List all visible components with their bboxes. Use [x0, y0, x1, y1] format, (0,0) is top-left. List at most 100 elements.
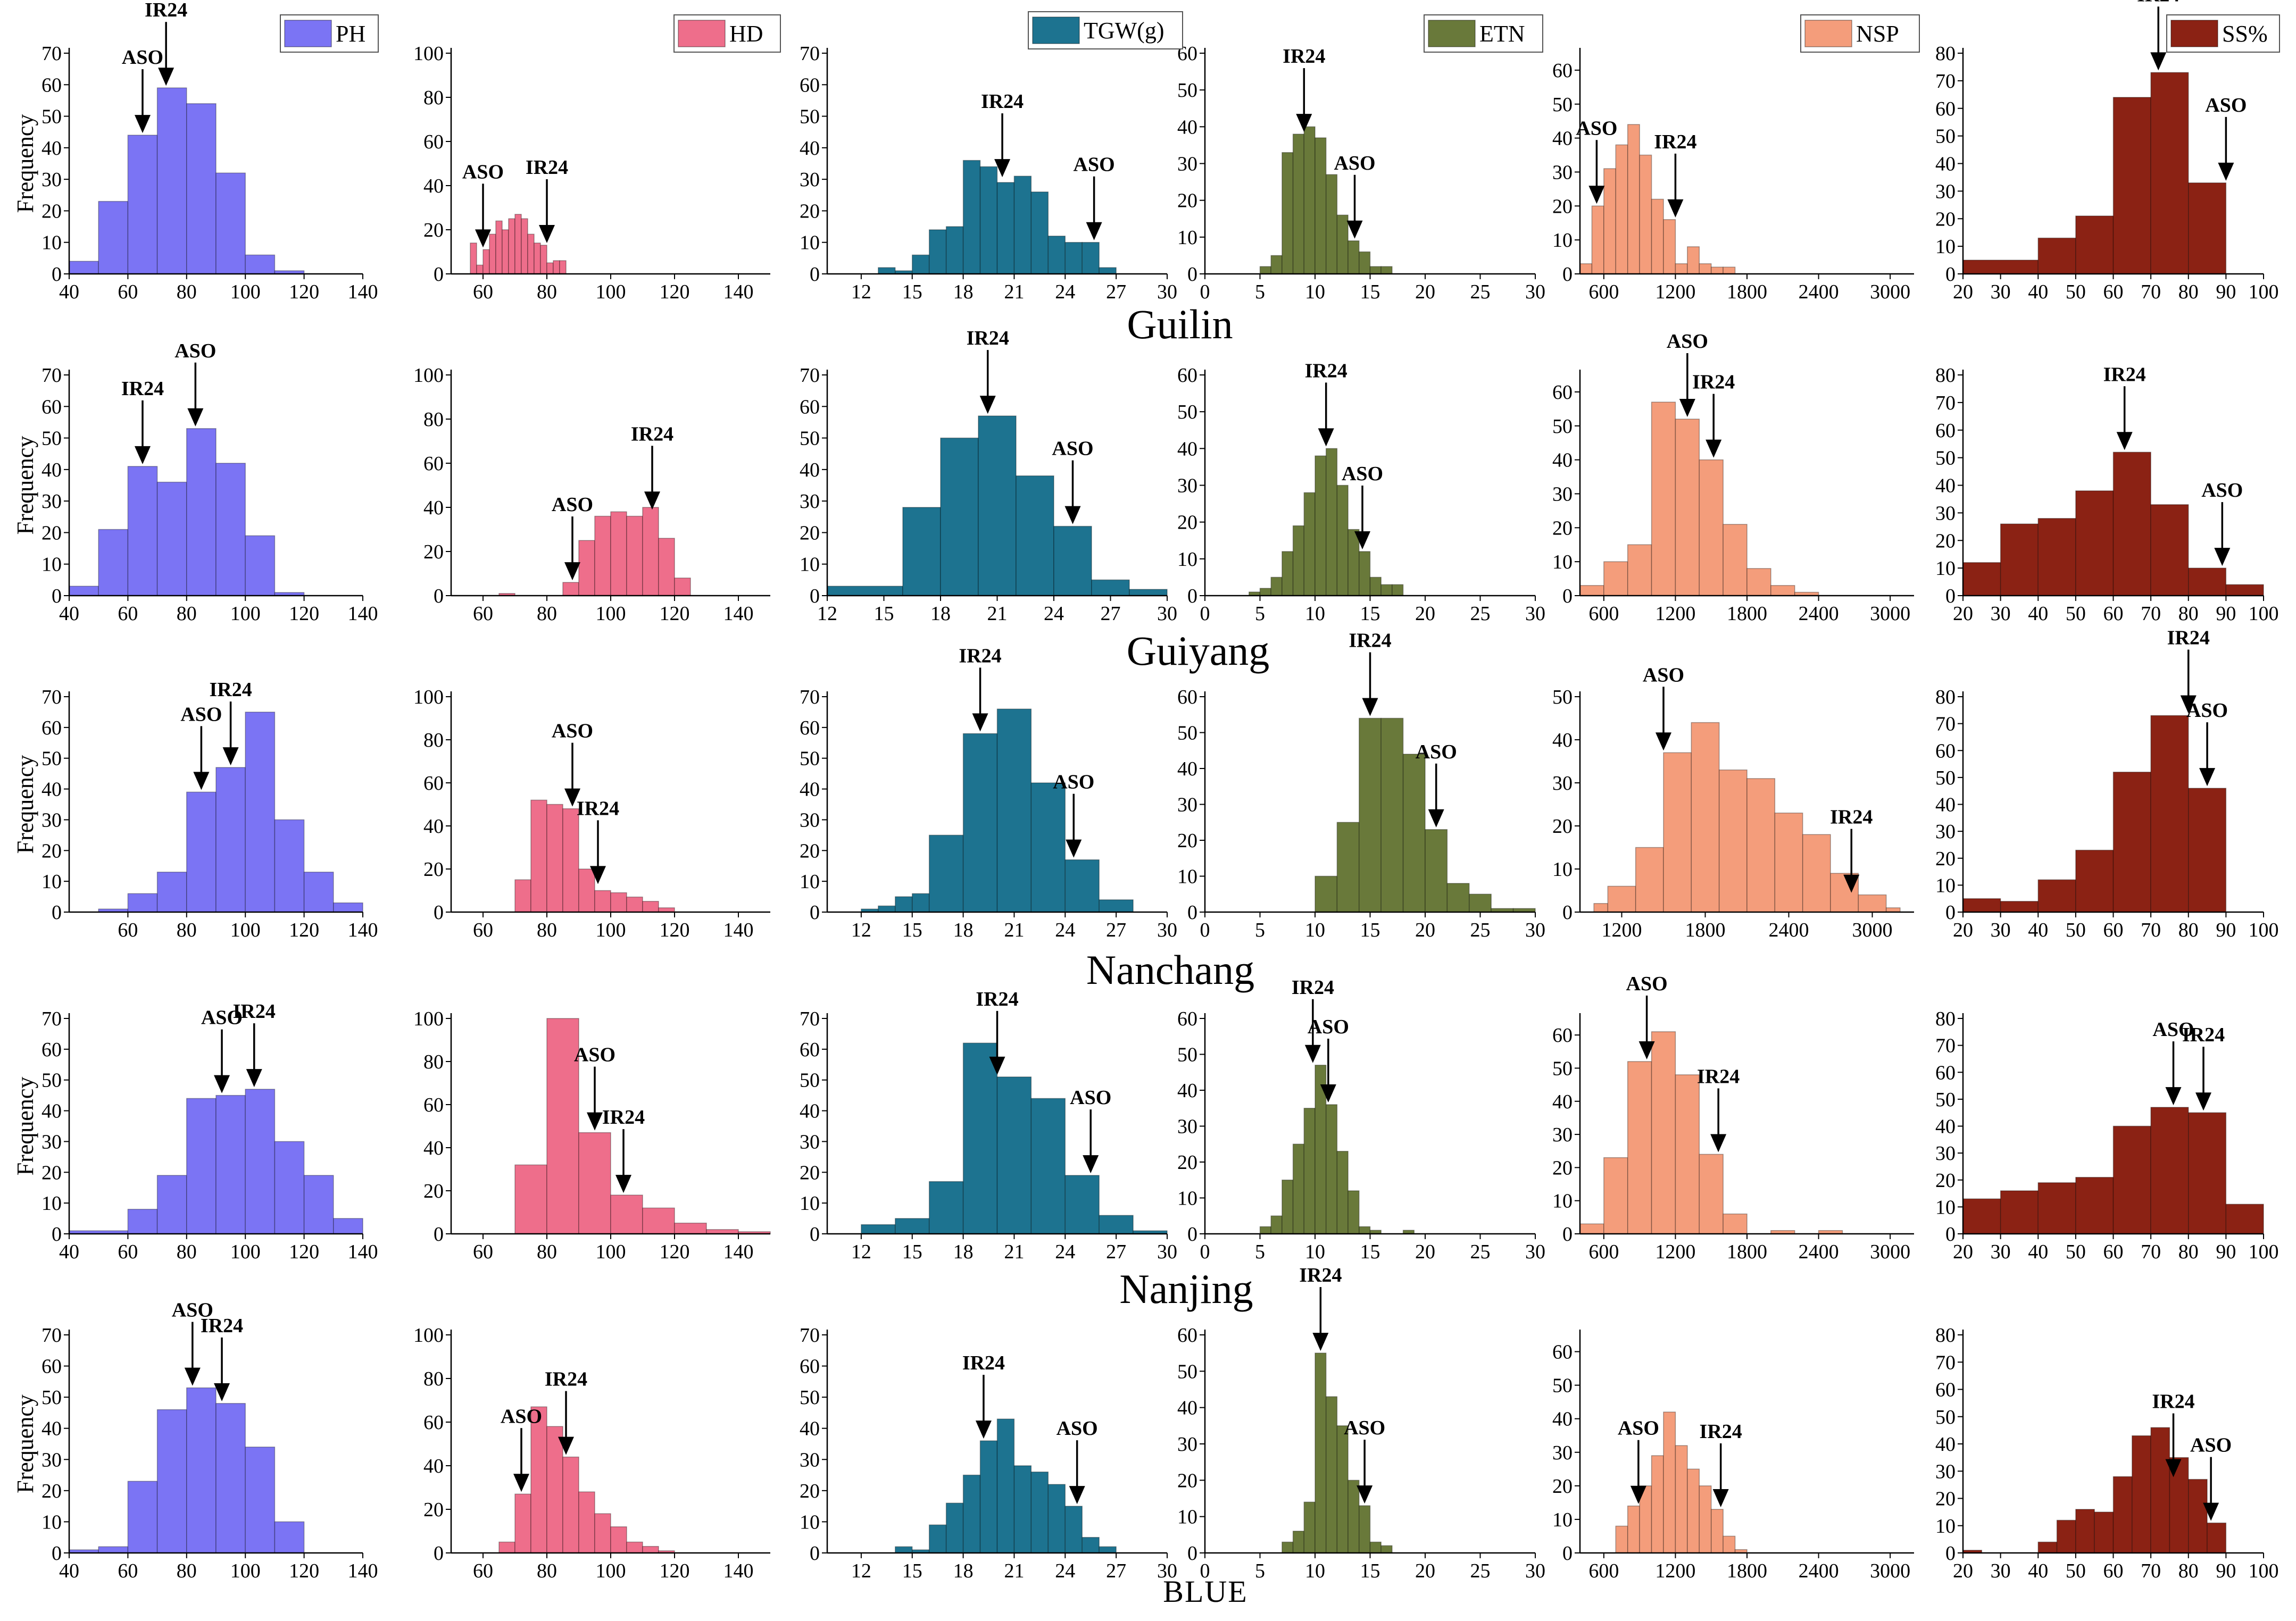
annotation-label: IR24 [526, 156, 568, 179]
annotation-label: IR24 [2103, 363, 2146, 386]
y-tick-label: 10 [1935, 1515, 1956, 1538]
x-tick-label: 10 [1305, 281, 1325, 303]
annotation-arrow-head [1638, 1041, 1655, 1059]
histogram-bar [610, 892, 627, 913]
annotation-aso: ASO [122, 46, 163, 133]
annotation-arrow-head [2203, 1502, 2219, 1521]
location-title-nanjing: Nanjing [1119, 1266, 1253, 1312]
y-tick-label: 50 [41, 1069, 62, 1092]
y-tick-label: 40 [800, 1418, 820, 1440]
histogram-bar [1699, 459, 1724, 596]
histogram-ph-row-5: 0 10 20 30 40 50 60 70 40 60 80 100 120 140 Frequency A… [12, 1299, 378, 1582]
histogram-bar [546, 262, 554, 274]
y-tick-label: 50 [800, 106, 820, 128]
y-tick-label: 80 [1935, 686, 1956, 708]
y-tick-label: 20 [423, 1180, 444, 1202]
x-tick-label: 2400 [1769, 919, 1809, 941]
histogram-etn-row-4: 0 10 20 30 40 50 60 0 5 10 15 20 25 30 IR24 ASO [1177, 976, 1545, 1263]
x-tick-label: 140 [723, 281, 754, 303]
histogram-bar [1607, 885, 1636, 913]
histogram-bar [1082, 241, 1100, 274]
legend-swatch [678, 20, 726, 47]
x-tick-label: 21 [1004, 281, 1024, 303]
y-tick-label: 10 [1935, 557, 1956, 580]
annotation-label: IR24 [2152, 1391, 2194, 1413]
y-tick-label: 10 [1177, 1506, 1197, 1528]
histogram-bar [1392, 584, 1404, 596]
annotation-label: ASO [1070, 1087, 1111, 1109]
x-tick-label: 20 [1415, 603, 1435, 625]
x-tick-label: 60 [473, 281, 493, 303]
histogram-bar [562, 582, 579, 596]
x-tick-label: 30 [1525, 603, 1545, 625]
y-tick-label: 50 [800, 748, 820, 770]
annotation-arrow-head [1086, 222, 1102, 240]
histogram-bar [562, 1456, 579, 1553]
histogram-bar [610, 511, 627, 596]
annotation-aso: ASO [574, 1044, 615, 1131]
annotation-label: IR24 [2182, 1024, 2225, 1046]
legend-swatch [2170, 20, 2218, 47]
histogram-bar [1013, 1465, 1032, 1553]
annotation-label: ASO [1618, 1417, 1659, 1440]
x-tick-label: 100 [596, 281, 626, 303]
y-tick-label: 40 [41, 459, 62, 481]
x-tick-label: 2400 [1799, 281, 1839, 303]
y-tick-label: 20 [1177, 512, 1197, 534]
histogram-bar [1099, 1546, 1117, 1553]
y-tick-label: 60 [41, 717, 62, 739]
histogram-bar [546, 804, 563, 913]
histogram-bar [1303, 126, 1316, 274]
x-tick-label: 24 [1055, 281, 1075, 303]
x-tick-label: 140 [723, 1241, 754, 1263]
histogram-ss-row-3: 0 10 20 30 40 50 60 70 80 20 30 40 50 60 70 80 90 100 IR24… [1935, 626, 2279, 941]
y-axis-label-frequency: Frequency [12, 755, 38, 854]
x-tick-label: 12 [851, 1560, 871, 1582]
x-tick-label: 30 [1157, 919, 1177, 941]
histogram-bar [1292, 1531, 1305, 1553]
histogram-bar [1315, 137, 1327, 274]
histogram-bar [1064, 859, 1100, 913]
histogram-bar [1675, 419, 1700, 596]
histogram-bar [127, 893, 158, 913]
histogram-bar [69, 261, 99, 274]
histogram-bar [2188, 1478, 2208, 1553]
histogram-bar [2037, 1541, 2058, 1553]
histogram-bar [2056, 1519, 2076, 1553]
histogram-bar [1687, 246, 1700, 274]
y-tick-label: 0 [1562, 901, 1573, 924]
histogram-bar [578, 1132, 611, 1234]
annotation-arrow-head [1843, 874, 1860, 893]
y-tick-label: 0 [52, 263, 62, 286]
y-tick-label: 50 [1935, 447, 1956, 470]
x-tick-label: 80 [177, 1241, 197, 1263]
histogram-bar [1369, 1541, 1382, 1553]
histogram-bar [978, 415, 1017, 596]
histogram-bar [626, 896, 643, 913]
histogram-bar [1687, 1468, 1700, 1553]
annotation-label: ASO [1334, 152, 1375, 174]
histogram-bar [928, 1524, 947, 1553]
x-tick-label: 100 [596, 919, 626, 941]
x-tick-label: 1800 [1727, 281, 1767, 303]
histogram-bar [2000, 901, 2039, 913]
legend-entry-hd: HD [673, 14, 781, 53]
x-tick-label: 140 [348, 281, 378, 303]
y-tick-label: 60 [41, 1039, 62, 1061]
annotation-arrow-head [1357, 1485, 1373, 1504]
annotation-arrow-head [975, 1421, 992, 1439]
annotation-label: IR24 [233, 1000, 276, 1023]
y-tick-label: 60 [800, 74, 820, 96]
histogram-bar [127, 466, 158, 596]
y-tick-label: 40 [1552, 729, 1573, 751]
x-tick-label: 5 [1255, 281, 1265, 303]
histogram-bar [470, 243, 477, 274]
annotation-aso: ASO [1667, 330, 1708, 417]
y-tick-label: 50 [41, 106, 62, 128]
y-tick-label: 20 [800, 1162, 820, 1184]
y-tick-label: 30 [1935, 821, 1956, 843]
y-tick-label: 60 [423, 1094, 444, 1116]
y-tick-label: 0 [810, 1542, 820, 1565]
histogram-ss-row-2: 0 10 20 30 40 50 60 70 80 20 30 40 50 60 70 80 90 100 IR24… [1935, 363, 2279, 625]
